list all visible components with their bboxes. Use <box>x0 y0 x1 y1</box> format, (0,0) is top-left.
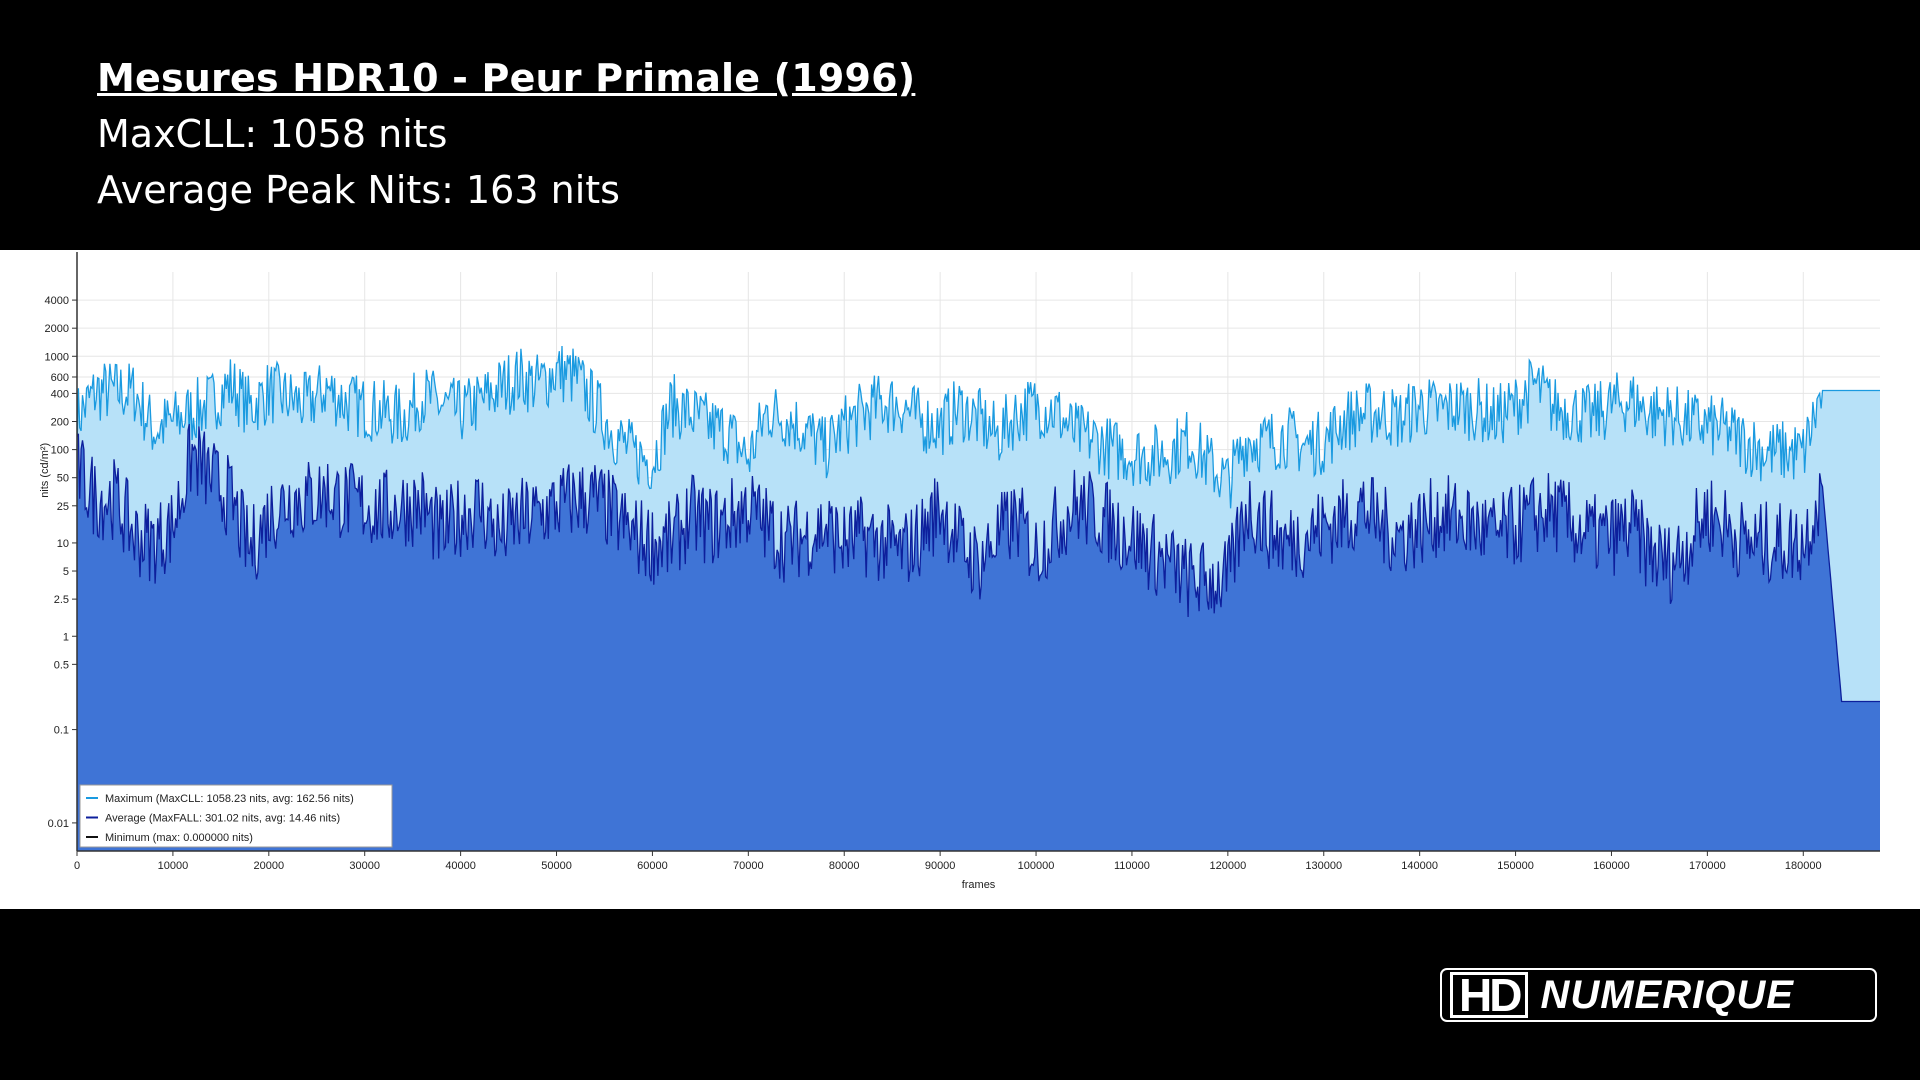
x-tick-label: 180000 <box>1785 860 1822 872</box>
x-tick-label: 20000 <box>254 860 285 872</box>
x-tick-label: 90000 <box>925 860 956 872</box>
legend-box <box>79 784 393 848</box>
legend-item-average: Average (MaxFALL: 301.02 nits, avg: 14.4… <box>105 813 340 825</box>
chart-panel: 0.01 0.1 0.5 1 2.5 5 10 25 50 100 200 400 600 1000 200… <box>0 250 1920 909</box>
logo-hd-mark: HD <box>1450 972 1529 1018</box>
x-tick-label: 150000 <box>1497 860 1534 872</box>
legend: Maximum (MaxCLL: 1058.23 nits, avg: 162.… <box>79 784 393 848</box>
y-tick-label: 5 <box>63 566 69 578</box>
legend-item-maximum: Maximum (MaxCLL: 1058.23 nits, avg: 162.… <box>105 793 354 805</box>
average-peak-text: Average Peak Nits: 163 nits <box>97 168 620 212</box>
header: Mesures HDR10 - Peur Primale (1996) MaxC… <box>97 50 915 218</box>
y-tick-label: 600 <box>51 372 69 384</box>
hdr-chart: 0.01 0.1 0.5 1 2.5 5 10 25 50 100 200 400 600 1000 200… <box>39 252 1880 891</box>
y-tick-label: 100 <box>51 445 69 457</box>
y-tick-label: 0.01 <box>48 818 69 830</box>
x-tick-label: 50000 <box>541 860 572 872</box>
x-axis-ticks: 0 10000 20000 30000 40000 50000 60000 70000 8000… <box>74 851 1822 872</box>
page-title: Mesures HDR10 - Peur Primale (1996) <box>97 56 916 100</box>
y-tick-label: 25 <box>57 501 69 513</box>
x-tick-label: 120000 <box>1209 860 1246 872</box>
y-axis-ticks: 0.01 0.1 0.5 1 2.5 5 10 25 50 100 200 400 600 1000 200… <box>45 295 77 830</box>
y-tick-label: 200 <box>51 417 69 429</box>
maxcll-text: MaxCLL: 1058 nits <box>97 112 448 156</box>
x-tick-label: 130000 <box>1305 860 1342 872</box>
y-tick-label: 10 <box>57 538 69 550</box>
y-axis-label: nits (cd/m²) <box>39 443 51 498</box>
x-tick-label: 110000 <box>1114 860 1150 872</box>
x-tick-label: 140000 <box>1401 860 1438 872</box>
y-tick-label: 4000 <box>45 295 69 307</box>
x-tick-label: 60000 <box>637 860 668 872</box>
y-tick-label: 2000 <box>45 323 69 335</box>
x-tick-label: 100000 <box>1018 860 1055 872</box>
y-tick-label: 50 <box>57 473 69 485</box>
x-tick-label: 70000 <box>733 860 764 872</box>
y-tick-label: 1000 <box>45 351 69 363</box>
series-areas <box>76 345 1880 852</box>
y-tick-label: 400 <box>51 388 69 400</box>
y-tick-label: 0.1 <box>54 725 69 737</box>
logo-wordmark: NUMERIQUE <box>1540 973 1794 1017</box>
x-tick-label: 40000 <box>445 860 476 872</box>
x-tick-label: 0 <box>74 860 80 872</box>
x-tick-label: 30000 <box>349 860 380 872</box>
y-tick-label: 2.5 <box>54 594 69 606</box>
series-average-line <box>76 423 1880 703</box>
series-maximum-line <box>76 345 1880 509</box>
y-tick-label: 1 <box>63 631 69 643</box>
x-tick-label: 10000 <box>158 860 189 872</box>
x-tick-label: 170000 <box>1689 860 1726 872</box>
y-tick-label: 0.5 <box>54 659 69 671</box>
hd-numerique-logo: HD NUMERIQUE <box>1440 968 1877 1022</box>
x-tick-label: 160000 <box>1593 860 1630 872</box>
x-axis-label: frames <box>962 879 996 891</box>
series-average-area <box>77 424 1880 851</box>
legend-item-minimum: Minimum (max: 0.000000 nits) <box>105 832 253 844</box>
x-tick-label: 80000 <box>829 860 860 872</box>
